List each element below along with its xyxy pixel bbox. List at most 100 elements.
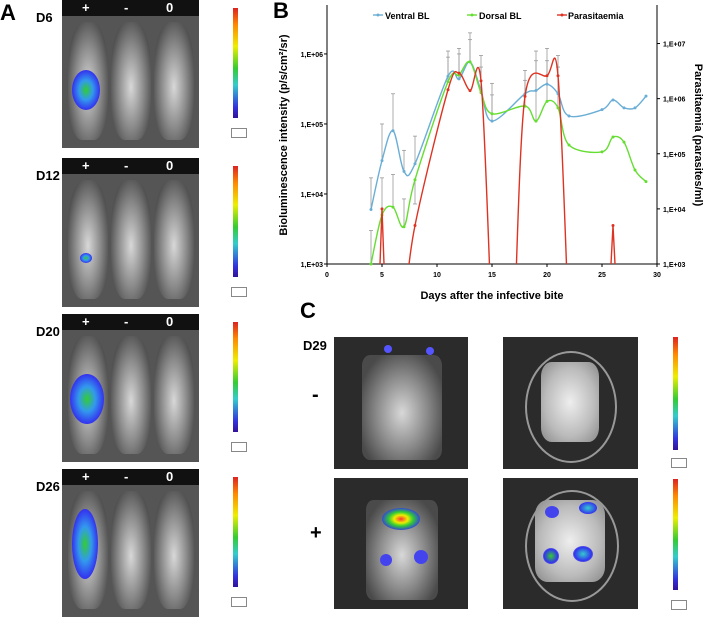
y-tick-label: 1,E+03 [301, 262, 323, 269]
x-tick-label: 25 [598, 272, 606, 279]
mouse [111, 491, 151, 609]
panel-label-b: B [273, 0, 289, 23]
data-point-dorsal [644, 180, 648, 184]
row-label-positive: + [310, 522, 322, 544]
color-scale-box [231, 287, 247, 297]
photo-dish-negative: - [503, 337, 638, 469]
mouse-group-label: 0 [166, 314, 174, 329]
data-point-dorsal [600, 150, 604, 154]
data-point-ventral [446, 74, 450, 78]
data-point-ventral [644, 94, 648, 98]
photo-mice-d6: + - 0 [62, 0, 199, 148]
mouse-group-label: + [82, 314, 90, 329]
panel-label-a: A [0, 0, 16, 25]
photo-dish-positive [503, 478, 638, 609]
data-point-ventral [402, 169, 406, 173]
data-point-dorsal [402, 225, 406, 229]
data-point-dorsal [622, 140, 626, 144]
data-point-parasitaemia [523, 94, 527, 98]
x-axis-label: Days after the infective bite [420, 290, 563, 302]
x-tick-label: 20 [543, 272, 551, 279]
data-point-ventral [567, 114, 571, 118]
mouse [111, 180, 151, 299]
data-point-ventral [380, 159, 384, 163]
series-line-parasitaemia [408, 66, 491, 264]
mouse [154, 491, 194, 609]
data-point-parasitaemia [545, 74, 549, 78]
mouse-group-label: + [82, 0, 90, 15]
data-point-ventral [633, 106, 637, 110]
bioluminescence-signal [80, 253, 92, 263]
mouse-group-label: - [124, 0, 129, 15]
mouse-group-label: + [82, 158, 90, 173]
x-tick-label: 30 [653, 272, 661, 279]
bioluminescence-signal [70, 374, 104, 424]
y-axis-label: Bioluminescence intensity (p/s/cm²/sr) [278, 34, 290, 235]
data-point-dorsal [611, 135, 615, 139]
data-point-parasitaemia [611, 223, 615, 227]
colorbar [233, 8, 238, 118]
day-label: D6 [36, 10, 53, 25]
data-point-dorsal [446, 80, 450, 84]
x-tick-label: 0 [325, 272, 329, 279]
y2-tick-label: 1,E+03 [663, 262, 685, 269]
photo-mice-d20: + - 0 [62, 314, 199, 462]
data-point-dorsal [490, 112, 494, 116]
photo-skinned-mouse-positive [334, 478, 468, 609]
colorbar [673, 479, 678, 590]
data-point-ventral [391, 129, 395, 133]
color-scale-box [671, 458, 687, 468]
mouse-group-label: 0 [166, 0, 174, 15]
y-tick-label: 1,E+04 [301, 192, 323, 199]
mouse [154, 336, 194, 454]
legend-ventral: Ventral BL [385, 11, 430, 21]
legend-marker-dorsal [470, 13, 474, 17]
photo-mice-d12: + - 0 [62, 158, 199, 307]
data-point-dorsal [534, 119, 538, 123]
y2-tick-label: 1,E+06 [663, 97, 685, 104]
day-label: D26 [36, 479, 60, 494]
data-point-ventral [600, 108, 604, 112]
photo-skinned-mouse-negative [334, 337, 468, 469]
mouse-group-label: 0 [166, 469, 174, 484]
data-point-dorsal [567, 143, 571, 147]
bioluminescence-chart: Ventral BL Dorsal BL Parasitaemia Days a… [278, 5, 703, 302]
mouse-group-label: - [124, 469, 129, 484]
mouse-group-label: - [124, 314, 129, 329]
x-tick-label: 5 [380, 272, 384, 279]
y2-axis-label: Parasitaemia (parasites/ml) [692, 64, 703, 207]
mouse-group-label: + [82, 469, 90, 484]
legend-parasitaemia: Parasitaemia [568, 11, 625, 21]
legend-dorsal: Dorsal BL [479, 11, 522, 21]
y2-tick-label: 1,E+05 [663, 152, 685, 159]
data-point-parasitaemia [457, 71, 461, 75]
mouse-group-label: 0 [166, 158, 174, 173]
photo-mice-d26: + - 0 [62, 469, 199, 617]
panel-label-c: C [300, 298, 316, 323]
bioluminescence-signal [72, 509, 98, 579]
data-point-ventral [622, 106, 626, 110]
colorbar [233, 322, 238, 432]
mouse [68, 180, 108, 299]
data-point-ventral [545, 82, 549, 86]
color-scale-box [231, 597, 247, 607]
x-tick-label: 15 [488, 272, 496, 279]
data-point-dorsal [556, 106, 560, 110]
y-tick-label: 1,E+05 [301, 122, 323, 129]
y2-tick-label: 1,E+04 [663, 207, 685, 214]
day-label: D12 [36, 168, 60, 183]
data-point-dorsal [468, 60, 472, 64]
mouse-group-label: - [124, 158, 129, 173]
color-scale-box [671, 600, 687, 610]
dish-label: - [527, 337, 530, 342]
color-scale-box [231, 442, 247, 452]
data-point-dorsal [413, 178, 417, 182]
series-line-parasitaemia [610, 225, 616, 264]
data-point-ventral [490, 119, 494, 123]
mouse [154, 180, 194, 299]
data-point-parasitaemia [380, 207, 384, 211]
colorbar [233, 477, 238, 587]
data-point-parasitaemia [468, 89, 472, 93]
day-label-d29: D29 [303, 338, 327, 353]
